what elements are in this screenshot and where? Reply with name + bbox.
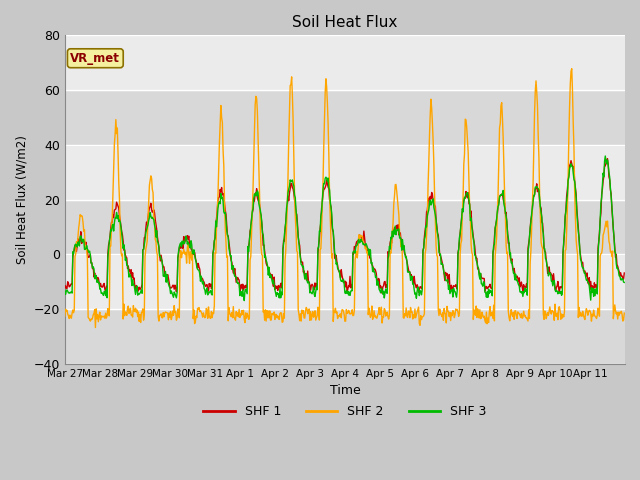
Bar [65, 254, 625, 309]
Bar [65, 200, 625, 254]
Title: Soil Heat Flux: Soil Heat Flux [292, 15, 397, 30]
Legend: SHF 1, SHF 2, SHF 3: SHF 1, SHF 2, SHF 3 [198, 400, 492, 423]
Y-axis label: Soil Heat Flux (W/m2): Soil Heat Flux (W/m2) [15, 135, 28, 264]
Bar [65, 90, 625, 145]
Text: VR_met: VR_met [70, 52, 120, 65]
Bar [65, 145, 625, 200]
X-axis label: Time: Time [330, 384, 360, 397]
Bar [65, 36, 625, 90]
Bar [65, 309, 625, 364]
